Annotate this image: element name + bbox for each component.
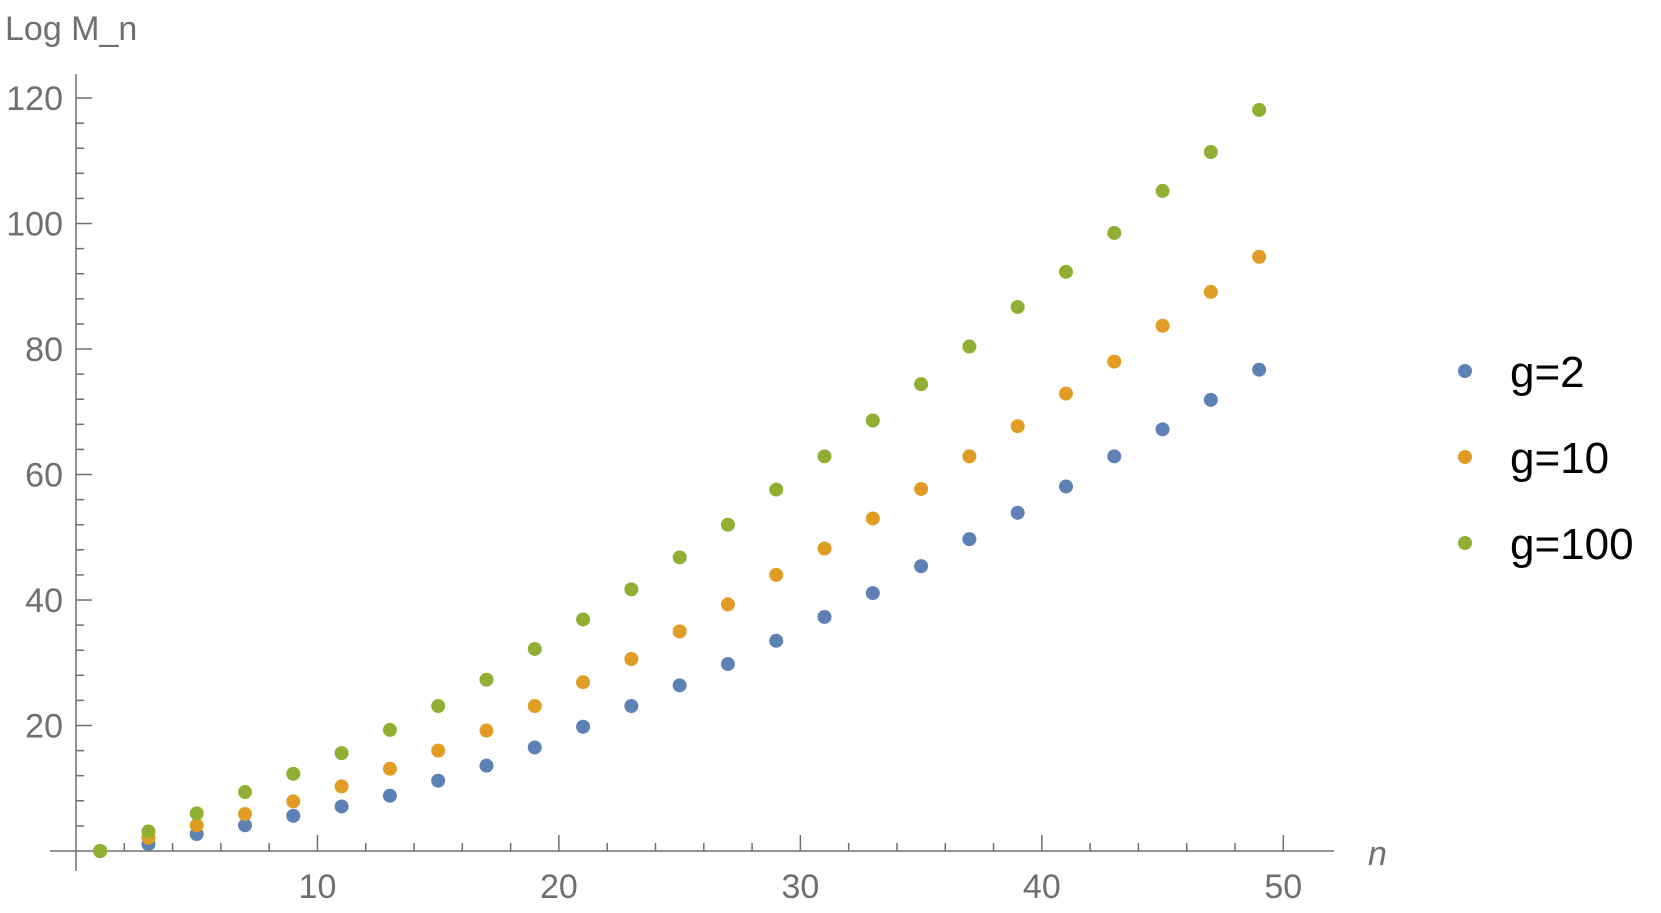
data-point [334,746,349,761]
data-point [1107,449,1122,464]
legend-marker [1458,536,1472,550]
data-point [1010,299,1025,314]
data-point [1252,362,1267,377]
data-point [962,339,977,354]
series-1 [93,362,1267,858]
data-point [962,532,977,547]
data-point [238,785,253,800]
data-point [817,541,832,556]
data-point [720,657,735,672]
data-point [238,806,253,821]
y-tick-label: 120 [6,80,63,118]
y-tick-label: 100 [6,206,63,244]
data-point [914,377,929,392]
data-point [479,672,494,687]
y-axis-title: Log M_n [5,10,137,48]
data-point [1107,225,1122,240]
data-point [865,511,880,526]
data-point [817,449,832,464]
data-point [672,624,687,639]
legend-marker [1458,450,1472,464]
data-point [1058,264,1073,279]
series-3 [93,102,1267,858]
x-tick-label: 10 [299,868,337,906]
data-point [382,722,397,737]
legend-label: g=100 [1510,520,1634,569]
data-point [382,761,397,776]
data-point [141,824,156,839]
data-point [769,482,784,497]
data-point [865,413,880,428]
x-ticks: 10 20 30 40 50 [123,835,1302,906]
data-point [1252,102,1267,117]
data-point [334,779,349,794]
data-point [93,844,108,858]
legend-label: g=10 [1510,434,1609,483]
data-point [1203,145,1218,160]
data-point [1155,318,1170,333]
data-point [189,818,204,833]
data-point [334,799,349,814]
data-point [1010,419,1025,434]
data-point [624,699,639,714]
data-point [962,449,977,464]
y-tick-label: 60 [25,457,63,495]
data-point [914,481,929,496]
data-point [865,586,880,601]
data-point [1155,183,1170,198]
data-point [479,723,494,738]
y-tick-label: 20 [25,708,63,746]
data-point [1203,392,1218,407]
data-point [238,818,253,833]
data-point [479,758,494,773]
legend: g=2 g=10 g=100 [1458,348,1634,569]
series-2 [93,249,1267,858]
data-point [431,773,446,788]
data-point [769,633,784,648]
data-point [431,699,446,714]
x-axis-title: n [1368,835,1387,873]
data-point [720,597,735,612]
legend-marker [1458,364,1472,378]
data-point [1252,249,1267,264]
data-point [624,582,639,597]
y-tick-label: 80 [25,331,63,369]
data-point [1107,354,1122,369]
data-point [286,794,301,809]
x-tick-label: 50 [1264,868,1302,906]
data-point [817,609,832,624]
data-point [189,806,204,821]
y-ticks: 20 40 60 80 100 120 [6,80,92,827]
x-tick-label: 20 [540,868,578,906]
x-tick-label: 40 [1023,868,1061,906]
data-point [382,788,397,803]
data-point [1203,284,1218,299]
data-point [1010,505,1025,520]
data-point [576,719,591,734]
data-point [672,550,687,565]
data-point [576,612,591,627]
x-tick-label: 30 [781,868,819,906]
data-point [527,740,542,755]
data-point [914,559,929,574]
data-point [1058,386,1073,401]
legend-label: g=2 [1510,348,1585,397]
data-point [624,651,639,666]
data-point [286,766,301,781]
data-point [769,567,784,582]
data-point [1058,479,1073,494]
data-point [576,675,591,690]
data-points [93,102,1267,858]
y-tick-label: 40 [25,582,63,620]
data-point [1155,422,1170,437]
data-point [720,517,735,532]
axes: 10 20 30 40 50 20 40 60 80 100 120 [6,74,1334,906]
data-point [527,699,542,714]
data-point [527,641,542,656]
data-point [286,808,301,823]
data-point [672,678,687,693]
data-point [431,743,446,758]
